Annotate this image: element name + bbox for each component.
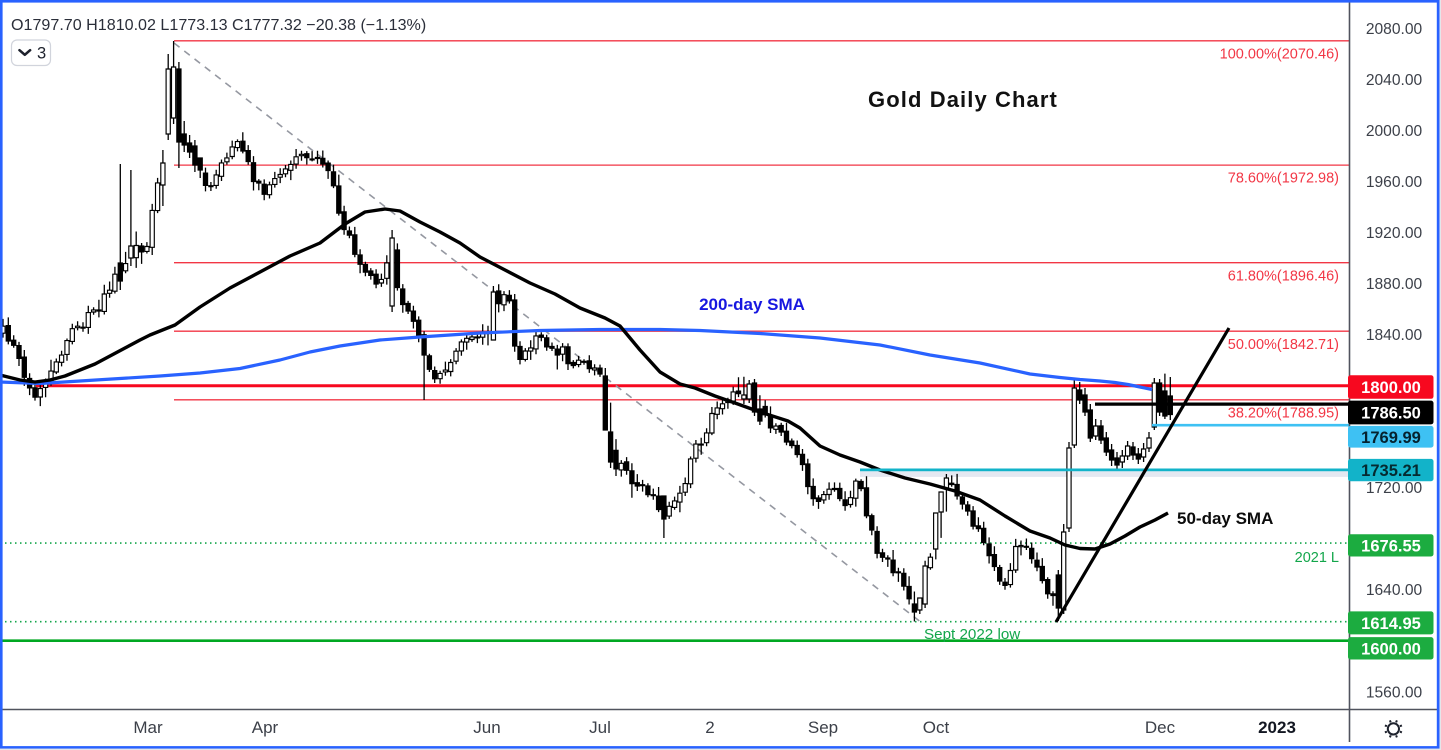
- svg-text:Mar: Mar: [133, 718, 163, 737]
- svg-text:Apr: Apr: [252, 718, 279, 737]
- svg-text:100.00%(2070.46): 100.00%(2070.46): [1220, 47, 1339, 63]
- svg-text:1676.55: 1676.55: [1361, 537, 1421, 555]
- svg-text:2: 2: [705, 718, 714, 737]
- svg-text:200-day SMA: 200-day SMA: [699, 295, 805, 314]
- svg-text:Oct: Oct: [923, 718, 950, 737]
- svg-text:38.20%(1788.95): 38.20%(1788.95): [1228, 405, 1339, 421]
- svg-text:Sep: Sep: [808, 718, 838, 737]
- svg-text:1735.21: 1735.21: [1361, 462, 1421, 480]
- svg-text:1880.00: 1880.00: [1366, 276, 1423, 293]
- svg-text:Gold Daily Chart: Gold Daily Chart: [868, 87, 1058, 112]
- svg-text:Sept 2022 low: Sept 2022 low: [924, 626, 1020, 643]
- svg-text:Jun: Jun: [473, 718, 500, 737]
- svg-text:1614.95: 1614.95: [1361, 615, 1421, 633]
- svg-text:1640.00: 1640.00: [1366, 582, 1423, 599]
- svg-text:2000.00: 2000.00: [1366, 123, 1423, 140]
- svg-text:1920.00: 1920.00: [1366, 225, 1423, 242]
- svg-text:2023: 2023: [1258, 718, 1296, 737]
- svg-text:2040.00: 2040.00: [1366, 72, 1423, 89]
- svg-text:50-day SMA: 50-day SMA: [1177, 509, 1273, 528]
- svg-text:O1797.70 H1810.02 L1773.13 C17: O1797.70 H1810.02 L1773.13 C1777.32 −20.…: [11, 16, 426, 34]
- svg-text:2080.00: 2080.00: [1366, 21, 1423, 38]
- svg-text:1800.00: 1800.00: [1361, 379, 1421, 397]
- svg-text:78.60%(1972.98): 78.60%(1972.98): [1228, 171, 1339, 187]
- svg-text:1600.00: 1600.00: [1361, 640, 1421, 658]
- svg-text:1960.00: 1960.00: [1366, 174, 1423, 191]
- svg-text:1840.00: 1840.00: [1366, 327, 1423, 344]
- svg-text:1720.00: 1720.00: [1366, 480, 1423, 497]
- svg-text:1560.00: 1560.00: [1366, 684, 1423, 701]
- svg-text:3: 3: [37, 45, 46, 63]
- svg-text:1769.99: 1769.99: [1361, 429, 1421, 447]
- svg-text:2021 L: 2021 L: [1295, 550, 1339, 566]
- svg-text:Jul: Jul: [589, 718, 611, 737]
- svg-text:Dec: Dec: [1145, 718, 1176, 737]
- svg-text:50.00%(1842.71): 50.00%(1842.71): [1228, 337, 1339, 353]
- svg-text:61.80%(1896.46): 61.80%(1896.46): [1228, 269, 1339, 285]
- svg-text:1786.50: 1786.50: [1361, 405, 1421, 423]
